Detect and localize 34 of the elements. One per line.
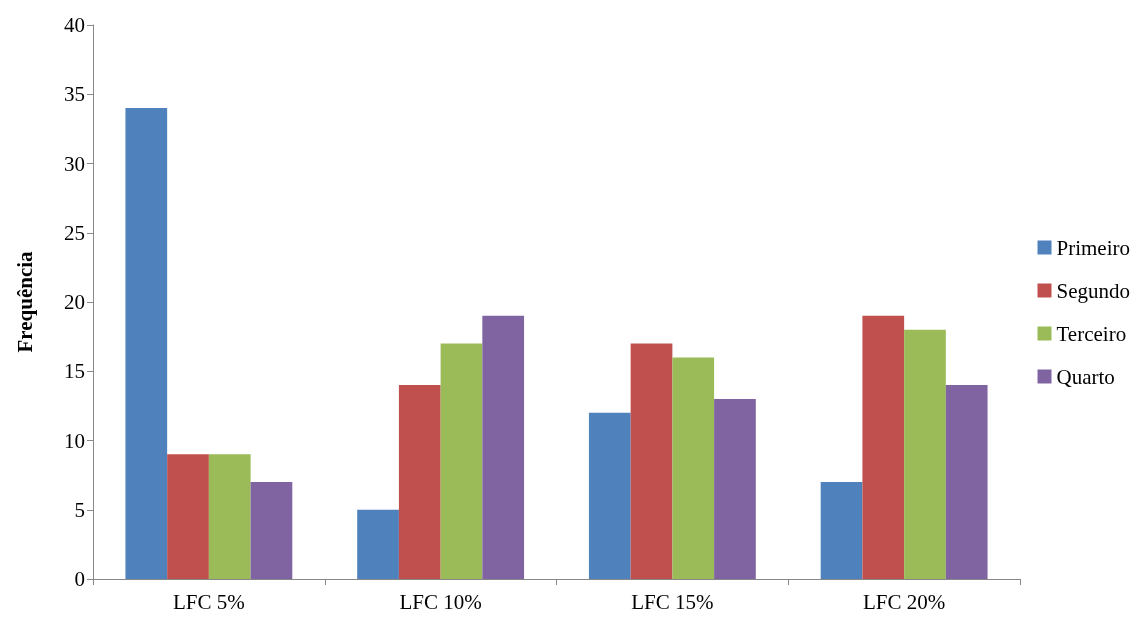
bar [125,108,168,579]
bar [862,315,905,579]
bar [208,454,251,579]
legend-label: Quarto [1056,364,1115,389]
bar [167,454,209,579]
legend-label: Primeiro [1056,235,1130,260]
y-tick-label: 20 [64,290,85,314]
bar [440,343,483,579]
bar [672,357,715,579]
x-tick-label: LFC 15% [631,589,714,614]
x-tick-label: LFC 5% [172,589,245,614]
bar [904,329,946,579]
y-tick-label: 40 [64,13,85,37]
bar [398,385,441,579]
y-tick-label: 30 [64,151,85,176]
bar [945,385,988,579]
bar [482,315,525,579]
bar [630,343,673,579]
bar [250,482,293,579]
y-tick-label: 35 [64,82,85,107]
x-tick-label: LFC 10% [399,589,482,614]
y-axis-title: Frequência [12,250,37,353]
y-tick-label: 15 [64,359,85,384]
y-tick-label: 10 [64,428,85,453]
y-tick-label: 5 [74,497,85,522]
bar [820,482,863,579]
legend-label: Terceiro [1056,321,1127,346]
x-tick-label: LFC 20% [862,589,946,614]
y-tick-label: 0 [74,567,85,591]
bar [714,398,756,579]
y-tick-label: 25 [64,220,85,245]
bar [357,509,399,579]
legend-label: Segundo [1056,278,1130,303]
bar [588,412,631,579]
